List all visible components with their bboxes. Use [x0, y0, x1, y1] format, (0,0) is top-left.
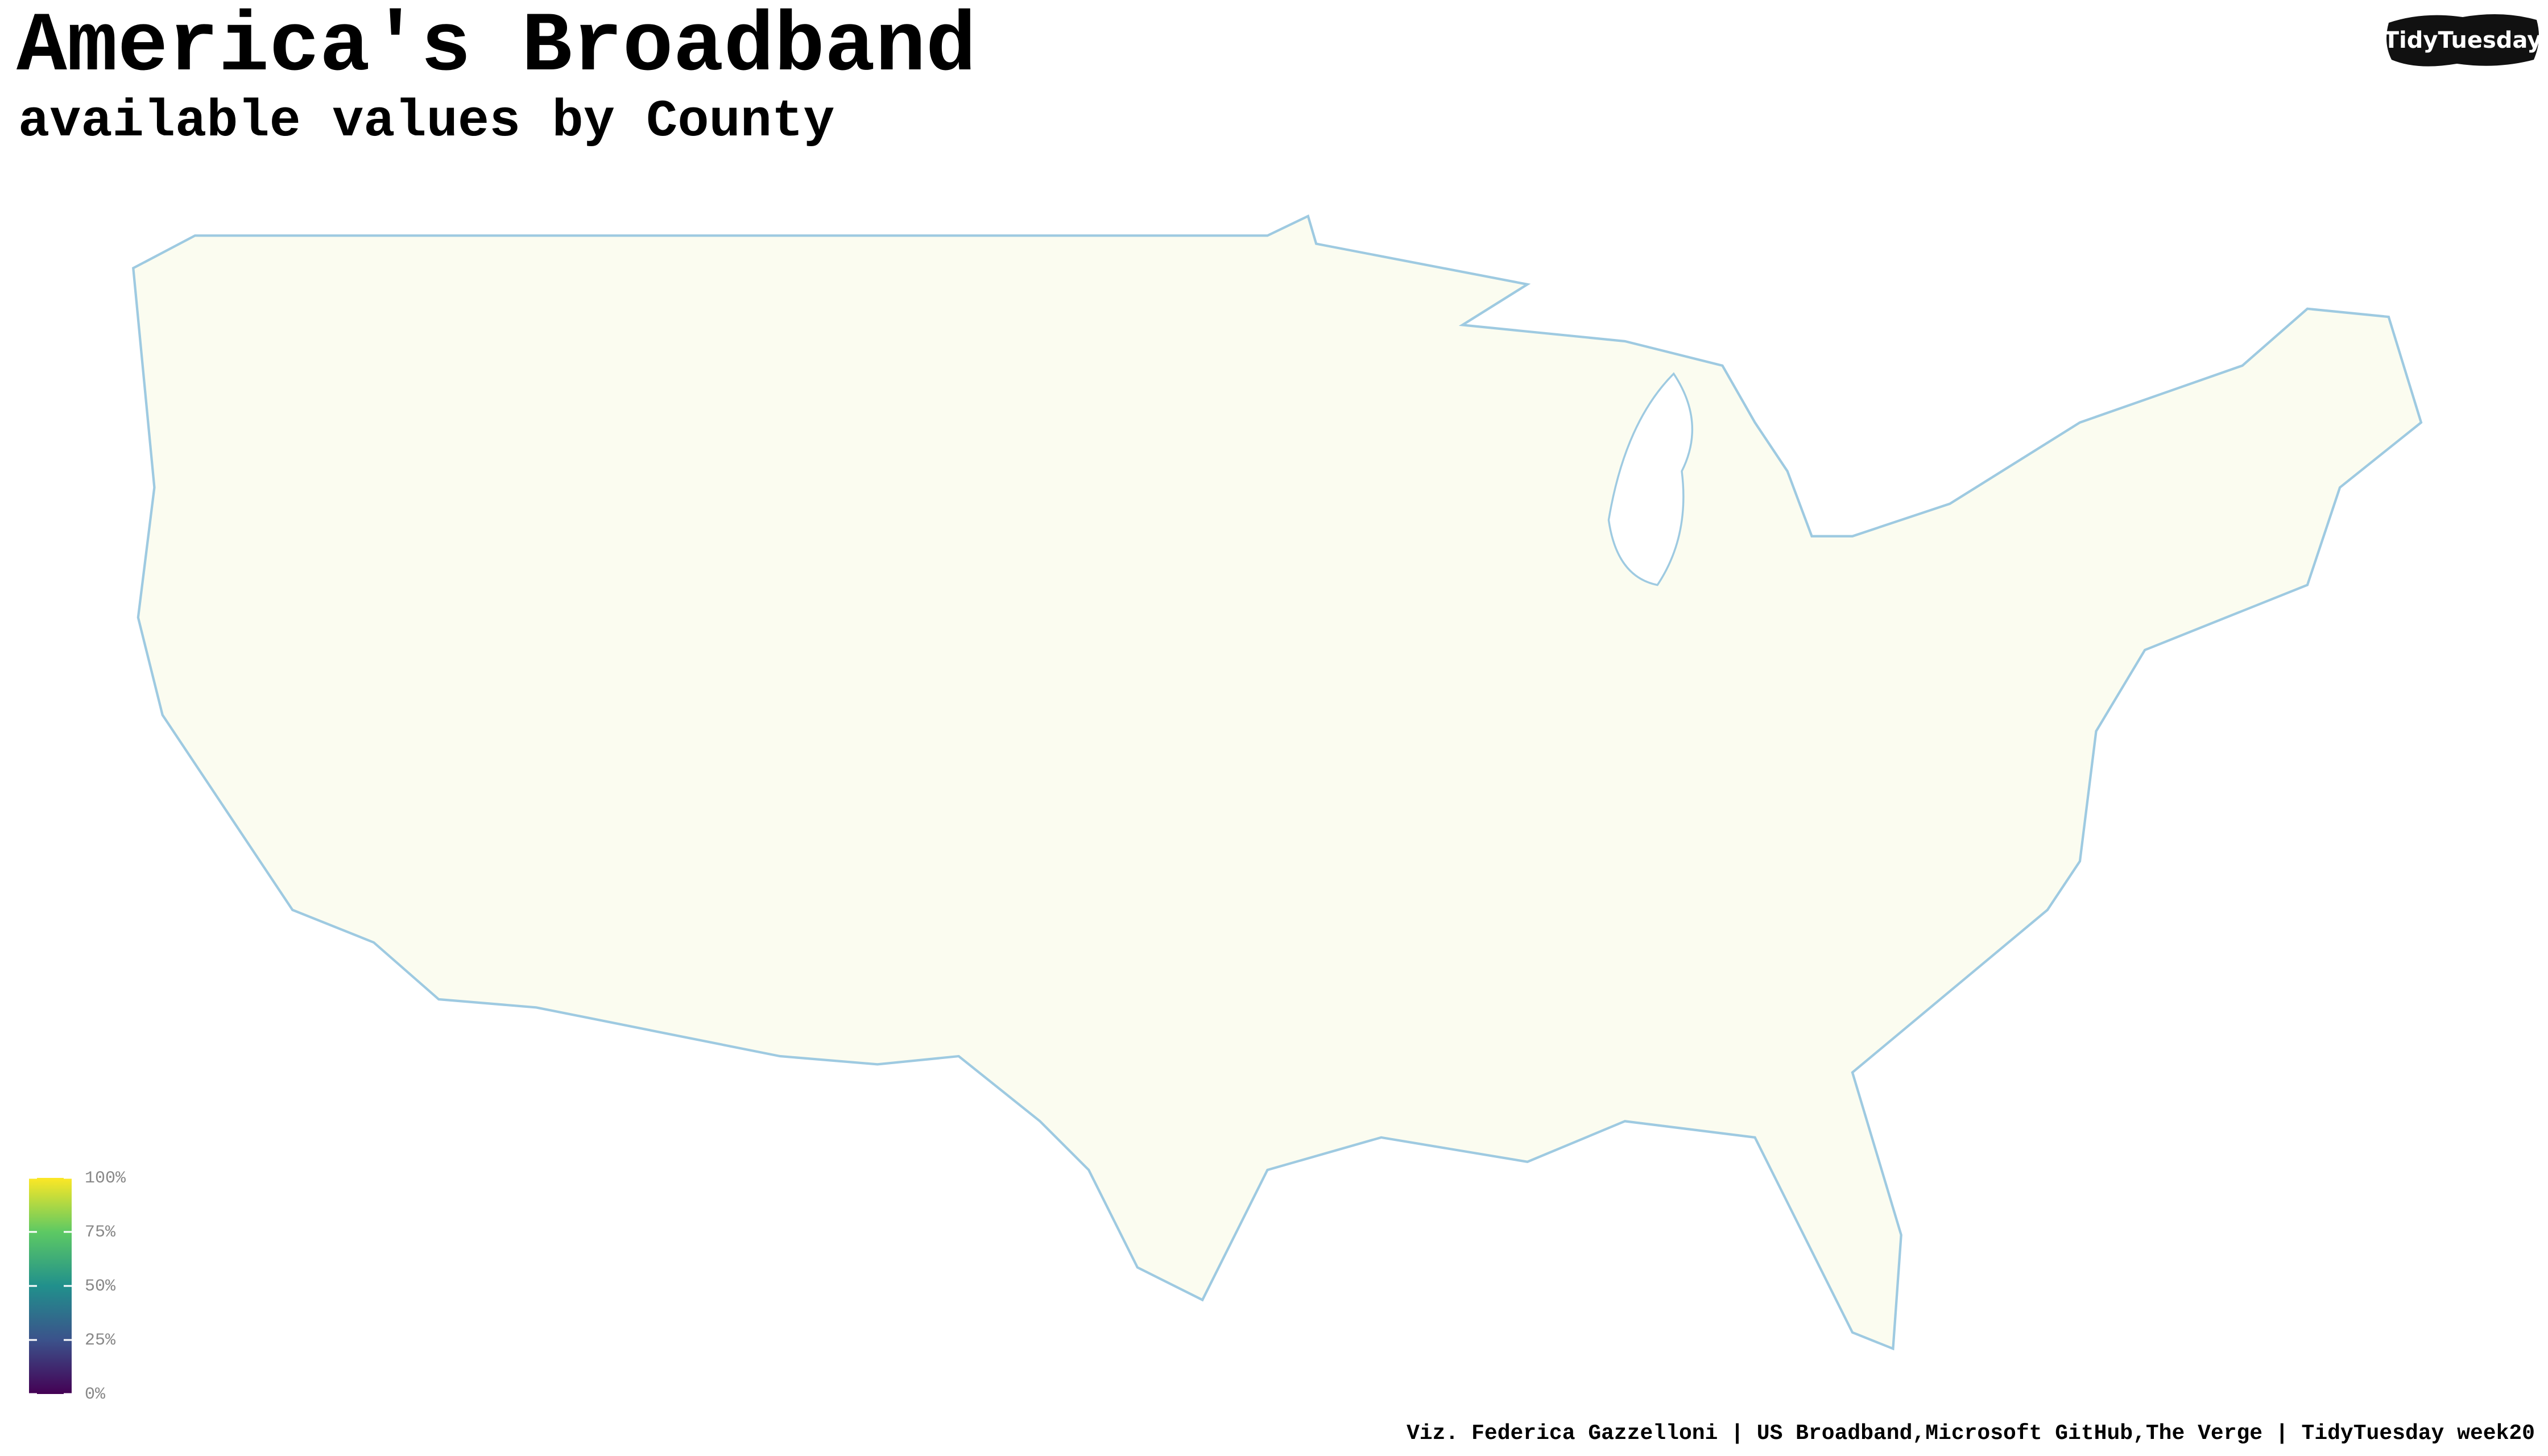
colorbar-label: 0%	[85, 1385, 106, 1404]
colorbar-label: 100%	[85, 1169, 126, 1188]
title: America's Broadband	[16, 0, 976, 95]
colorbar-label: 25%	[85, 1331, 116, 1350]
caption: Viz. Federica Gazzelloni | US Broadband,…	[1407, 1421, 2535, 1446]
logo-text: TidyTuesday	[2384, 27, 2542, 53]
us-outline	[132, 214, 2423, 1351]
logo-badge	[2386, 14, 2539, 67]
lake-michigan	[1607, 372, 1694, 586]
colorbar-label: 50%	[85, 1277, 116, 1296]
colorbar-label: 75%	[85, 1223, 116, 1242]
legend: 0% 25% 50% 75% 100%	[29, 1169, 126, 1404]
us-map	[132, 214, 2423, 1351]
logo: TidyTuesday	[2384, 14, 2542, 67]
subtitle: available values by County	[18, 92, 834, 151]
